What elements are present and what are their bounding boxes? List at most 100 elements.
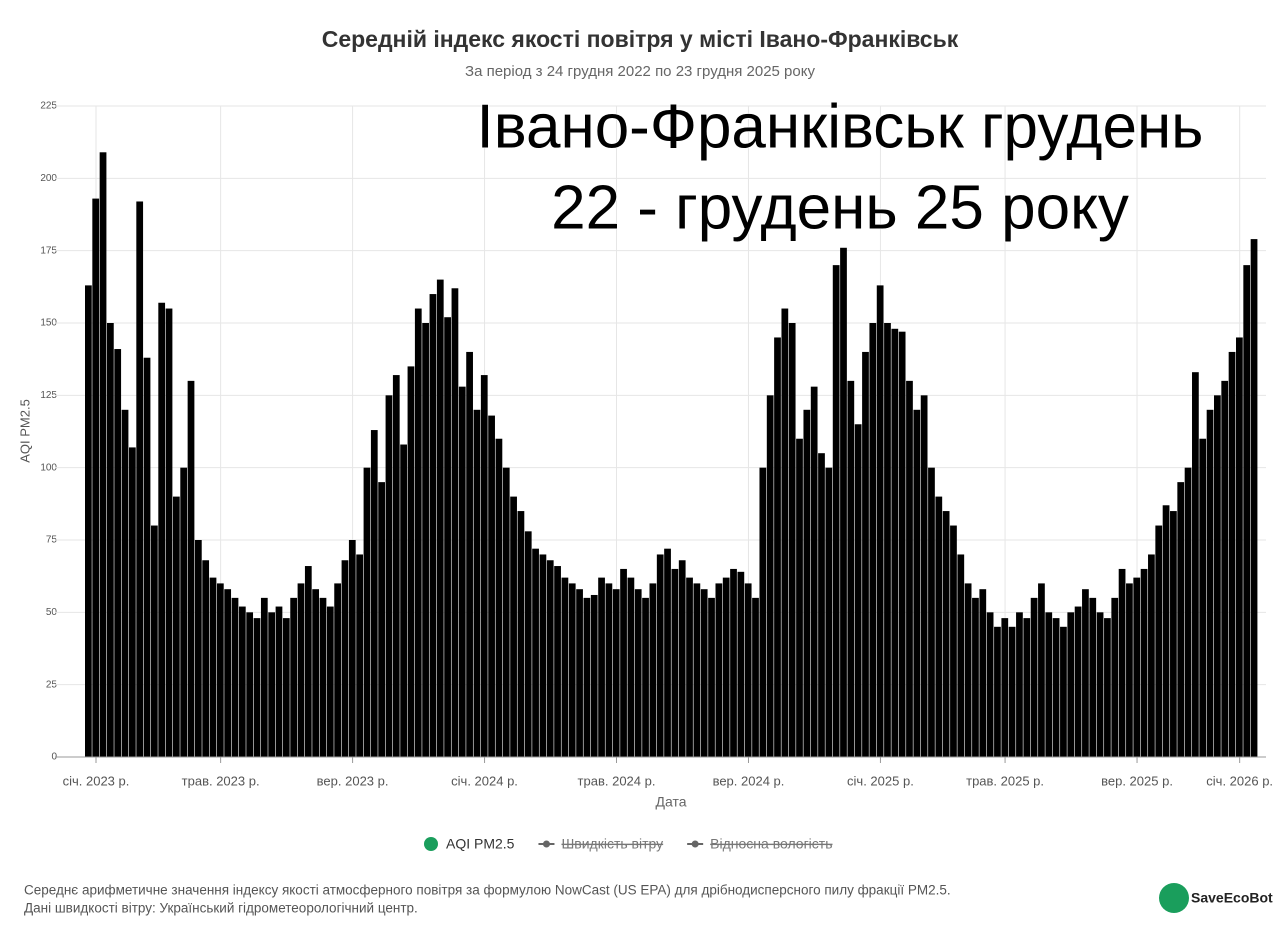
bar	[400, 444, 407, 757]
bar	[282, 618, 290, 757]
bar	[297, 583, 305, 757]
bar	[678, 560, 686, 757]
bar	[1060, 626, 1067, 757]
bar	[1228, 351, 1236, 757]
bar	[788, 323, 796, 757]
x-tick-label: січ. 2023 р.	[63, 773, 130, 788]
bar	[202, 560, 210, 757]
bar	[825, 467, 833, 757]
bar	[715, 583, 723, 757]
y-tick-label: 50	[46, 607, 58, 618]
bar	[935, 496, 943, 757]
bar	[972, 597, 979, 757]
bar	[480, 375, 488, 757]
bar	[913, 409, 921, 757]
x-tick-label: вер. 2023 р.	[317, 773, 389, 788]
legend-item[interactable]: Швидкість вітру	[538, 836, 663, 852]
bar	[1074, 606, 1082, 757]
bar	[1118, 568, 1126, 757]
bar	[942, 511, 950, 757]
bar	[1001, 618, 1009, 757]
bar	[194, 540, 202, 757]
bar	[1089, 597, 1097, 757]
bar	[187, 380, 195, 757]
bar	[568, 583, 576, 757]
legend-label: AQI PM2.5	[446, 836, 515, 852]
bar	[158, 302, 166, 757]
bar	[436, 279, 444, 757]
bar	[561, 577, 569, 757]
bar	[598, 577, 605, 757]
legend-item[interactable]: AQI PM2.5	[424, 836, 515, 852]
bar	[414, 308, 422, 757]
bar	[708, 597, 715, 757]
bar	[180, 467, 188, 757]
bar	[810, 386, 818, 757]
bar	[136, 201, 144, 758]
bar	[1038, 583, 1045, 757]
y-tick-label: 175	[40, 245, 57, 256]
bar	[818, 453, 825, 757]
bar	[884, 323, 891, 757]
bar	[114, 349, 122, 757]
bar	[444, 317, 451, 757]
bar	[869, 323, 877, 757]
bar	[1155, 525, 1163, 757]
bar	[326, 606, 334, 757]
bar	[253, 618, 261, 757]
bar	[1133, 577, 1141, 757]
legend-symbol	[424, 837, 438, 851]
bar	[1067, 612, 1075, 757]
bar	[994, 626, 1001, 757]
bar	[275, 606, 283, 757]
bar	[1023, 618, 1031, 757]
bar	[737, 571, 745, 757]
bar	[1111, 597, 1119, 757]
bar	[99, 152, 107, 757]
x-tick-label: січ. 2024 р.	[451, 773, 518, 788]
bar	[656, 554, 664, 757]
bar	[128, 447, 136, 757]
bar	[488, 415, 495, 757]
bar	[502, 467, 510, 757]
bar	[85, 285, 92, 757]
bar	[510, 496, 517, 757]
bar	[752, 597, 759, 757]
bar	[649, 583, 657, 757]
bar	[781, 308, 789, 757]
annotation: Івано-Франківськ грудень	[477, 92, 1204, 161]
bar	[143, 357, 151, 757]
bar	[686, 577, 693, 757]
legend-item[interactable]: Відносна вологість	[687, 836, 833, 852]
legend-symbol	[691, 840, 699, 848]
bar	[1221, 380, 1229, 757]
bar	[1214, 395, 1221, 757]
bar	[906, 380, 913, 757]
bar	[209, 577, 217, 757]
bar	[634, 589, 642, 757]
footnote: Дані швидкості вітру: Український гідром…	[24, 901, 418, 916]
bar	[392, 375, 400, 757]
bar	[216, 583, 224, 757]
bar	[1250, 239, 1258, 758]
bar	[458, 386, 466, 757]
bar	[612, 589, 620, 757]
y-tick-label: 0	[51, 752, 57, 763]
bar	[1177, 482, 1185, 757]
bar	[231, 597, 239, 757]
bar	[1184, 467, 1192, 757]
bar	[671, 568, 679, 757]
bar	[964, 583, 972, 757]
bar	[627, 577, 635, 757]
bar	[891, 328, 899, 757]
bar	[1126, 583, 1133, 757]
bar	[224, 589, 232, 757]
bar	[1148, 554, 1155, 757]
bar	[693, 583, 701, 757]
bar	[532, 548, 539, 757]
x-tick-label: вер. 2024 р.	[713, 773, 785, 788]
logo-icon	[1159, 883, 1189, 913]
bar	[957, 554, 965, 757]
legend-symbol	[542, 840, 550, 848]
